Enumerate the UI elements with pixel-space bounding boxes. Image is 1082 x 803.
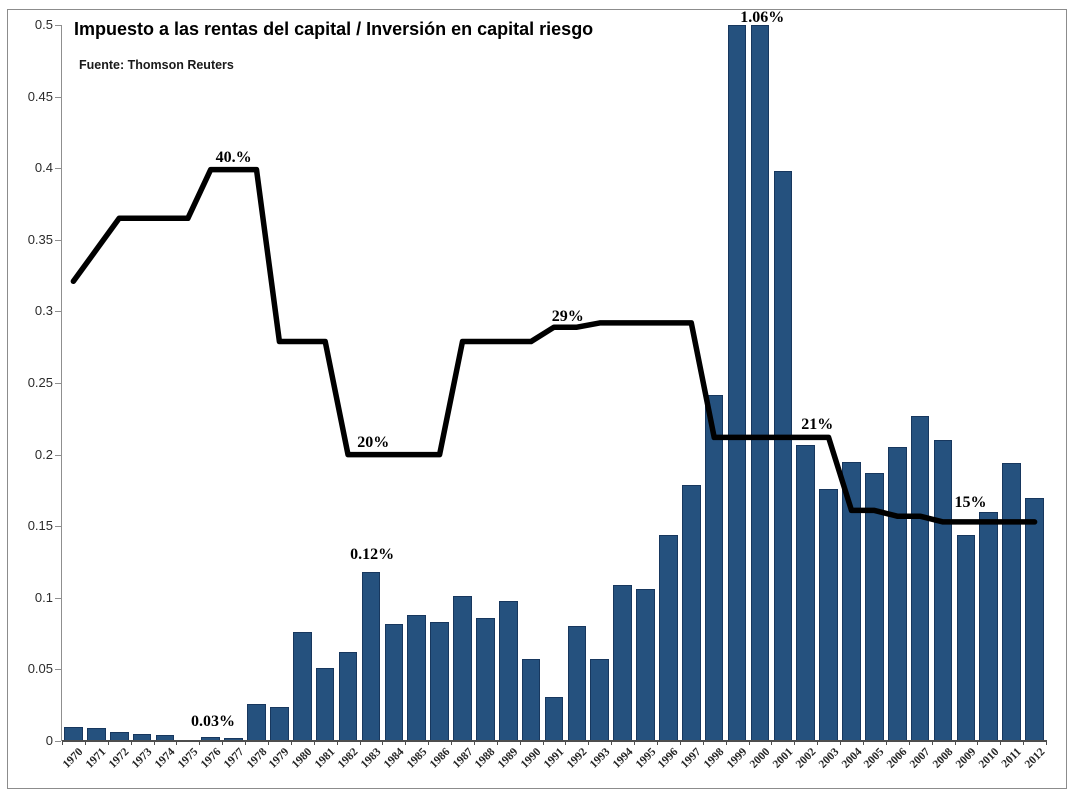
- chart-frame: [7, 9, 1067, 789]
- x-axis-tick: [382, 741, 384, 745]
- y-axis-tick-label: 0.3: [34, 303, 53, 319]
- y-axis-tick: [55, 454, 61, 456]
- annotation-15: 15%: [954, 494, 987, 512]
- y-axis-tick: [55, 669, 61, 671]
- x-axis-tick: [977, 741, 979, 745]
- x-axis-tick: [84, 741, 86, 745]
- y-axis-tick-label: 0.1: [34, 589, 53, 605]
- x-axis-tick: [268, 741, 269, 745]
- annotation-20: 20%: [357, 434, 390, 452]
- y-axis-tick: [55, 239, 61, 241]
- x-axis-tick: [748, 741, 750, 745]
- chart-source: Fuente: Thomson Reuters: [79, 58, 234, 72]
- x-axis-tick: [62, 741, 63, 745]
- x-axis-tick: [428, 741, 430, 745]
- y-axis-tick: [55, 96, 61, 98]
- y-axis-tick-label: 0.5: [34, 17, 53, 32]
- annotation-29: 29%: [551, 308, 584, 326]
- x-axis-tick: [496, 741, 498, 745]
- x-axis-tick: [679, 741, 681, 745]
- x-axis-tick: [519, 741, 521, 745]
- y-axis-tick-label: 0.45: [27, 88, 53, 104]
- x-axis-tick: [1046, 741, 1047, 745]
- x-axis-tick: [176, 741, 178, 745]
- annotation-21: 21%: [801, 415, 834, 433]
- x-axis-tick: [451, 741, 452, 745]
- y-axis-tick: [55, 25, 61, 26]
- x-axis-tick: [725, 741, 727, 745]
- annotation-012: 0.12%: [350, 545, 395, 563]
- x-axis-tick: [862, 741, 864, 745]
- y-axis-tick-label: 0.35: [27, 231, 53, 247]
- y-axis-tick-label: 0.4: [34, 160, 53, 176]
- x-axis-tick: [405, 741, 407, 745]
- x-axis-tick: [931, 741, 933, 745]
- x-axis-tick: [771, 741, 773, 745]
- x-axis-line: [62, 740, 1047, 742]
- x-axis-tick: [840, 741, 841, 745]
- x-axis-tick: [222, 741, 224, 745]
- y-axis-line: [61, 25, 62, 741]
- x-axis-tick: [245, 741, 247, 745]
- annotation-106: 1.06%: [740, 8, 785, 26]
- tax-rate-line: [70, 166, 1038, 525]
- x-axis-tick: [702, 741, 704, 745]
- y-axis-tick: [55, 526, 61, 528]
- x-axis-tick: [1023, 741, 1025, 745]
- x-axis-tick: [153, 741, 155, 745]
- y-axis-tick-label: 0.2: [34, 446, 53, 462]
- x-axis-tick: [908, 741, 910, 745]
- x-axis-tick: [130, 741, 132, 745]
- x-axis-tick: [313, 741, 315, 745]
- x-axis-tick: [565, 741, 567, 745]
- x-axis-tick: [473, 741, 475, 745]
- y-axis-tick: [55, 168, 61, 170]
- x-axis-tick: [290, 741, 292, 745]
- y-axis-tick: [55, 311, 61, 313]
- x-axis-tick: [885, 741, 887, 745]
- annotation-40: 40.%: [215, 149, 252, 167]
- x-axis-tick: [611, 741, 613, 745]
- x-axis-tick: [794, 741, 796, 745]
- x-axis-tick: [657, 741, 658, 745]
- y-axis-tick: [55, 383, 61, 384]
- tax-rate-polyline: [70, 166, 1038, 525]
- x-axis-tick: [634, 741, 636, 745]
- x-axis-tick: [1000, 741, 1002, 745]
- x-axis-tick: [817, 741, 819, 745]
- x-axis-tick: [542, 741, 544, 745]
- chart-title: Impuesto a las rentas del capital / Inve…: [74, 19, 594, 39]
- x-axis-tick: [954, 741, 956, 745]
- y-axis-tick-label: 0.15: [27, 518, 53, 534]
- x-axis-tick: [107, 741, 109, 745]
- y-axis-tick: [55, 597, 61, 599]
- x-axis-tick: [359, 741, 361, 745]
- y-axis-tick-label: 0.25: [27, 375, 53, 390]
- x-axis-tick: [199, 741, 201, 745]
- x-axis-tick: [588, 741, 590, 745]
- x-axis-tick: [336, 741, 338, 745]
- annotation-003: 0.03%: [191, 713, 235, 731]
- y-axis-tick-label: 0: [45, 733, 53, 748]
- y-axis-tick-label: 0.05: [27, 661, 53, 677]
- y-axis-tick: [55, 741, 61, 742]
